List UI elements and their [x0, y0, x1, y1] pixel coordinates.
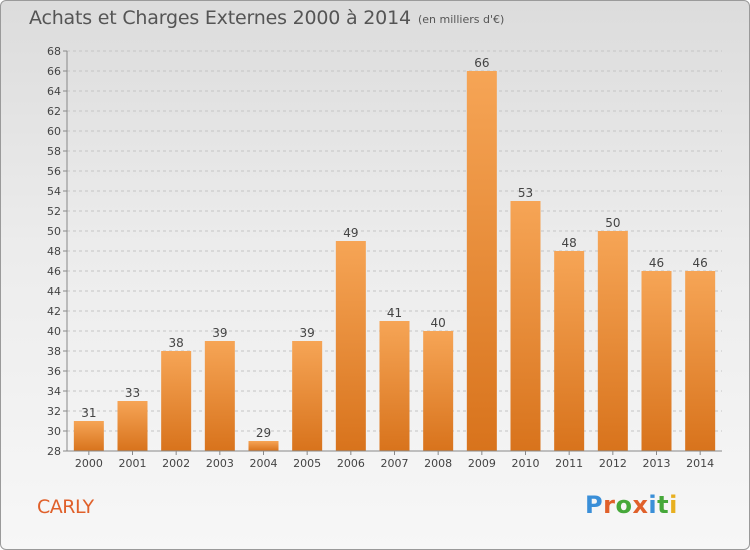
y-tick-label: 54 [47, 185, 61, 198]
chart-subtitle: (en milliers d'€) [418, 13, 505, 26]
y-tick-label: 68 [47, 45, 61, 58]
logo-letter: r [603, 491, 616, 519]
data-label: 29 [256, 426, 271, 440]
data-label: 40 [431, 316, 446, 330]
x-tick-label: 2014 [686, 457, 714, 470]
x-tick-label: 2007 [381, 457, 409, 470]
y-tick-label: 52 [47, 205, 61, 218]
y-tick-label: 48 [47, 245, 61, 258]
y-tick-label: 58 [47, 145, 61, 158]
bar [379, 321, 410, 451]
x-tick-label: 2010 [512, 457, 540, 470]
data-label: 41 [387, 306, 402, 320]
y-tick-label: 42 [47, 305, 61, 318]
logo-letter: P [585, 491, 604, 519]
chart-title: Achats et Charges Externes 2000 à 2014 [29, 7, 411, 29]
x-tick-label: 2012 [599, 457, 627, 470]
bar [161, 351, 192, 451]
logo-letter: o [615, 491, 633, 519]
y-tick-label: 38 [47, 345, 61, 358]
y-tick-label: 36 [47, 365, 61, 378]
bar [204, 341, 235, 451]
proxiti-logo: Proxiti [585, 491, 678, 519]
y-tick-label: 46 [47, 265, 61, 278]
x-tick-label: 2013 [643, 457, 671, 470]
y-tick-label: 44 [47, 285, 61, 298]
x-tick-label: 2009 [468, 457, 496, 470]
y-tick-label: 28 [47, 445, 61, 458]
y-tick-label: 32 [47, 405, 61, 418]
data-label: 31 [81, 406, 96, 420]
place-name: CARLY [37, 496, 94, 518]
bar [248, 441, 279, 451]
y-tick-label: 34 [47, 385, 61, 398]
bar [641, 271, 672, 451]
y-tick-label: 40 [47, 325, 61, 338]
bar [292, 341, 323, 451]
bar [554, 251, 585, 451]
data-label: 33 [125, 386, 140, 400]
bar [117, 401, 148, 451]
x-tick-label: 2006 [337, 457, 365, 470]
x-tick-label: 2000 [75, 457, 103, 470]
x-tick-label: 2008 [424, 457, 452, 470]
logo-letter: t [657, 491, 670, 519]
x-tick-label: 2002 [162, 457, 190, 470]
data-label: 50 [605, 216, 620, 230]
x-tick-label: 2011 [555, 457, 583, 470]
data-label: 39 [212, 326, 227, 340]
y-tick-label: 60 [47, 125, 61, 138]
x-tick-label: 2005 [293, 457, 321, 470]
data-label: 53 [518, 186, 533, 200]
data-label: 49 [343, 226, 358, 240]
bar [685, 271, 716, 451]
bar [597, 231, 628, 451]
x-tick-label: 2004 [250, 457, 278, 470]
data-label: 39 [300, 326, 315, 340]
bar [510, 201, 541, 451]
y-tick-label: 50 [47, 225, 61, 238]
y-tick-label: 56 [47, 165, 61, 178]
y-tick-label: 62 [47, 105, 61, 118]
data-label: 66 [474, 56, 489, 70]
logo-letter: i [669, 491, 678, 519]
y-tick-label: 30 [47, 425, 61, 438]
bar [73, 421, 104, 451]
data-label: 48 [562, 236, 577, 250]
bar [423, 331, 454, 451]
x-tick-label: 2003 [206, 457, 234, 470]
x-tick-label: 2001 [119, 457, 147, 470]
logo-letter: x [632, 491, 649, 519]
data-label: 46 [693, 256, 708, 270]
bar [335, 241, 366, 451]
y-tick-label: 64 [47, 85, 61, 98]
data-label: 46 [649, 256, 664, 270]
data-label: 38 [169, 336, 184, 350]
bar [466, 71, 497, 451]
logo-letter: i [648, 491, 658, 519]
y-tick-label: 66 [47, 65, 61, 78]
